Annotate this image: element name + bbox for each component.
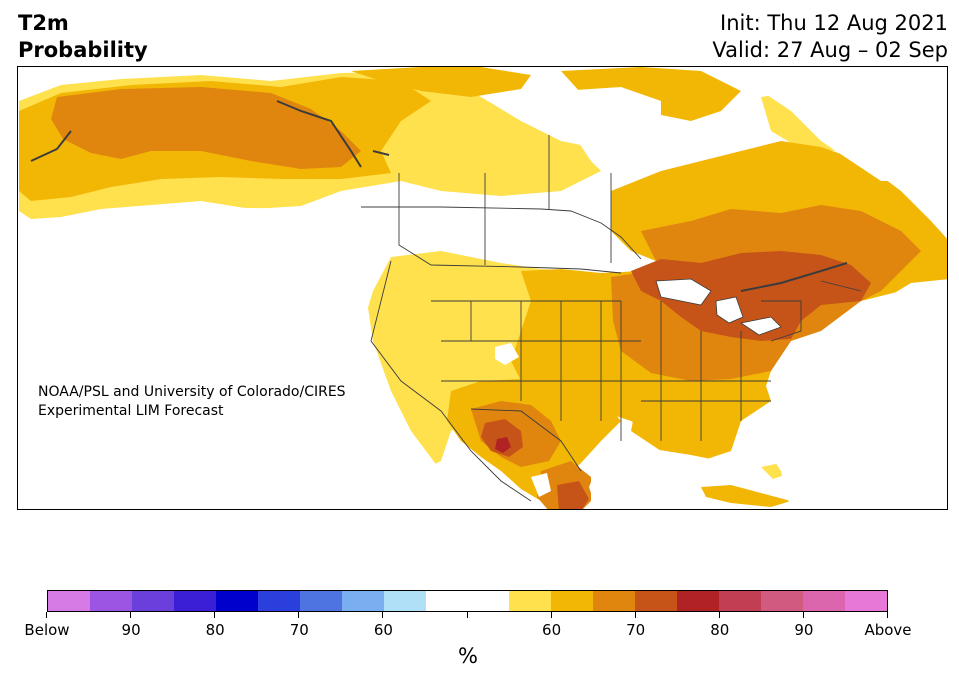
colorbar-segment [509, 591, 552, 611]
colorbar-unit: % [458, 644, 478, 668]
greenland [741, 67, 947, 181]
colorbar-tick-label: 80 [205, 621, 225, 639]
region-arctic-70 [351, 67, 531, 97]
white-gap-mexico [531, 473, 551, 497]
colorbar-segment [677, 591, 720, 611]
colorbar-tick-label: Below [24, 621, 70, 639]
colorbar-tick-label: 70 [289, 621, 309, 639]
region-mexico-90 [557, 481, 589, 509]
colorbar-tick [887, 612, 888, 618]
colorbar-tick [635, 612, 636, 618]
colorbar-tick-label: 80 [710, 621, 730, 639]
valid-period: Valid: 27 Aug – 02 Sep [712, 38, 948, 62]
colorbar-tick [298, 612, 299, 618]
region-texas-above [495, 437, 511, 453]
colorbar-segment [425, 591, 468, 611]
rivers [30, 100, 848, 292]
great-lakes [655, 278, 782, 336]
colorbar-tick [46, 612, 47, 618]
colorbar-segment [803, 591, 846, 611]
colorbar-tick-label: 60 [542, 621, 562, 639]
colorbar-segment [89, 591, 132, 611]
colorbar-tick-label: Above [864, 621, 912, 639]
colorbar-tick [467, 612, 468, 618]
colorbar-tick-label: 90 [794, 621, 814, 639]
colorbar-tick-label: 90 [121, 621, 141, 639]
colorbar-tick [130, 612, 131, 618]
colorbar-segment [467, 591, 510, 611]
region-alaska-80 [51, 87, 361, 169]
colorbar-segment [299, 591, 342, 611]
colorbar-segment [551, 591, 594, 611]
colorbar-segment [635, 591, 678, 611]
colorbar-tick-label: 70 [626, 621, 646, 639]
colorbar-segment [845, 591, 888, 611]
colorbar-segment [48, 591, 90, 611]
borders [361, 135, 862, 502]
colorbar-tick [551, 612, 552, 618]
colorbar-tick [803, 612, 804, 618]
colorbar [47, 590, 888, 612]
probability-map [18, 67, 947, 509]
init-date: Init: Thu 12 Aug 2021 [720, 11, 948, 35]
gulf-of-mexico [589, 447, 721, 509]
colorbar-tick [382, 612, 383, 618]
colorbar-segment [593, 591, 636, 611]
white-gap-utah [495, 343, 519, 365]
colorbar-segment [383, 591, 426, 611]
credit-text: NOAA/PSL and University of Colorado/CIRE… [38, 383, 346, 421]
credit-line1: NOAA/PSL and University of Colorado/CIRE… [38, 384, 346, 400]
region-arctic-70b [561, 67, 741, 121]
hudson-bay [561, 87, 661, 181]
colorbar-segment [257, 591, 300, 611]
region-cuba-70 [701, 485, 791, 507]
colorbar-tick [214, 612, 215, 618]
colorbar-tick [719, 612, 720, 618]
colorbar-segment [341, 591, 384, 611]
atlantic-ocean [761, 279, 947, 509]
forecast-dates: Init: Thu 12 Aug 2021 Valid: 27 Aug – 02… [712, 10, 948, 64]
colorbar-segment [215, 591, 258, 611]
colorbar-segment [719, 591, 762, 611]
map-title: T2m Probability [18, 10, 148, 64]
colorbar-segment [761, 591, 804, 611]
credit-line2: Experimental LIM Forecast [38, 403, 224, 419]
colorbar-segment [173, 591, 216, 611]
colorbar-segment [131, 591, 174, 611]
map-panel [17, 66, 948, 510]
title-variable: T2m [18, 11, 69, 35]
pacific-ocean [18, 207, 495, 509]
title-type: Probability [18, 38, 148, 62]
colorbar-tick-label: 60 [373, 621, 393, 639]
